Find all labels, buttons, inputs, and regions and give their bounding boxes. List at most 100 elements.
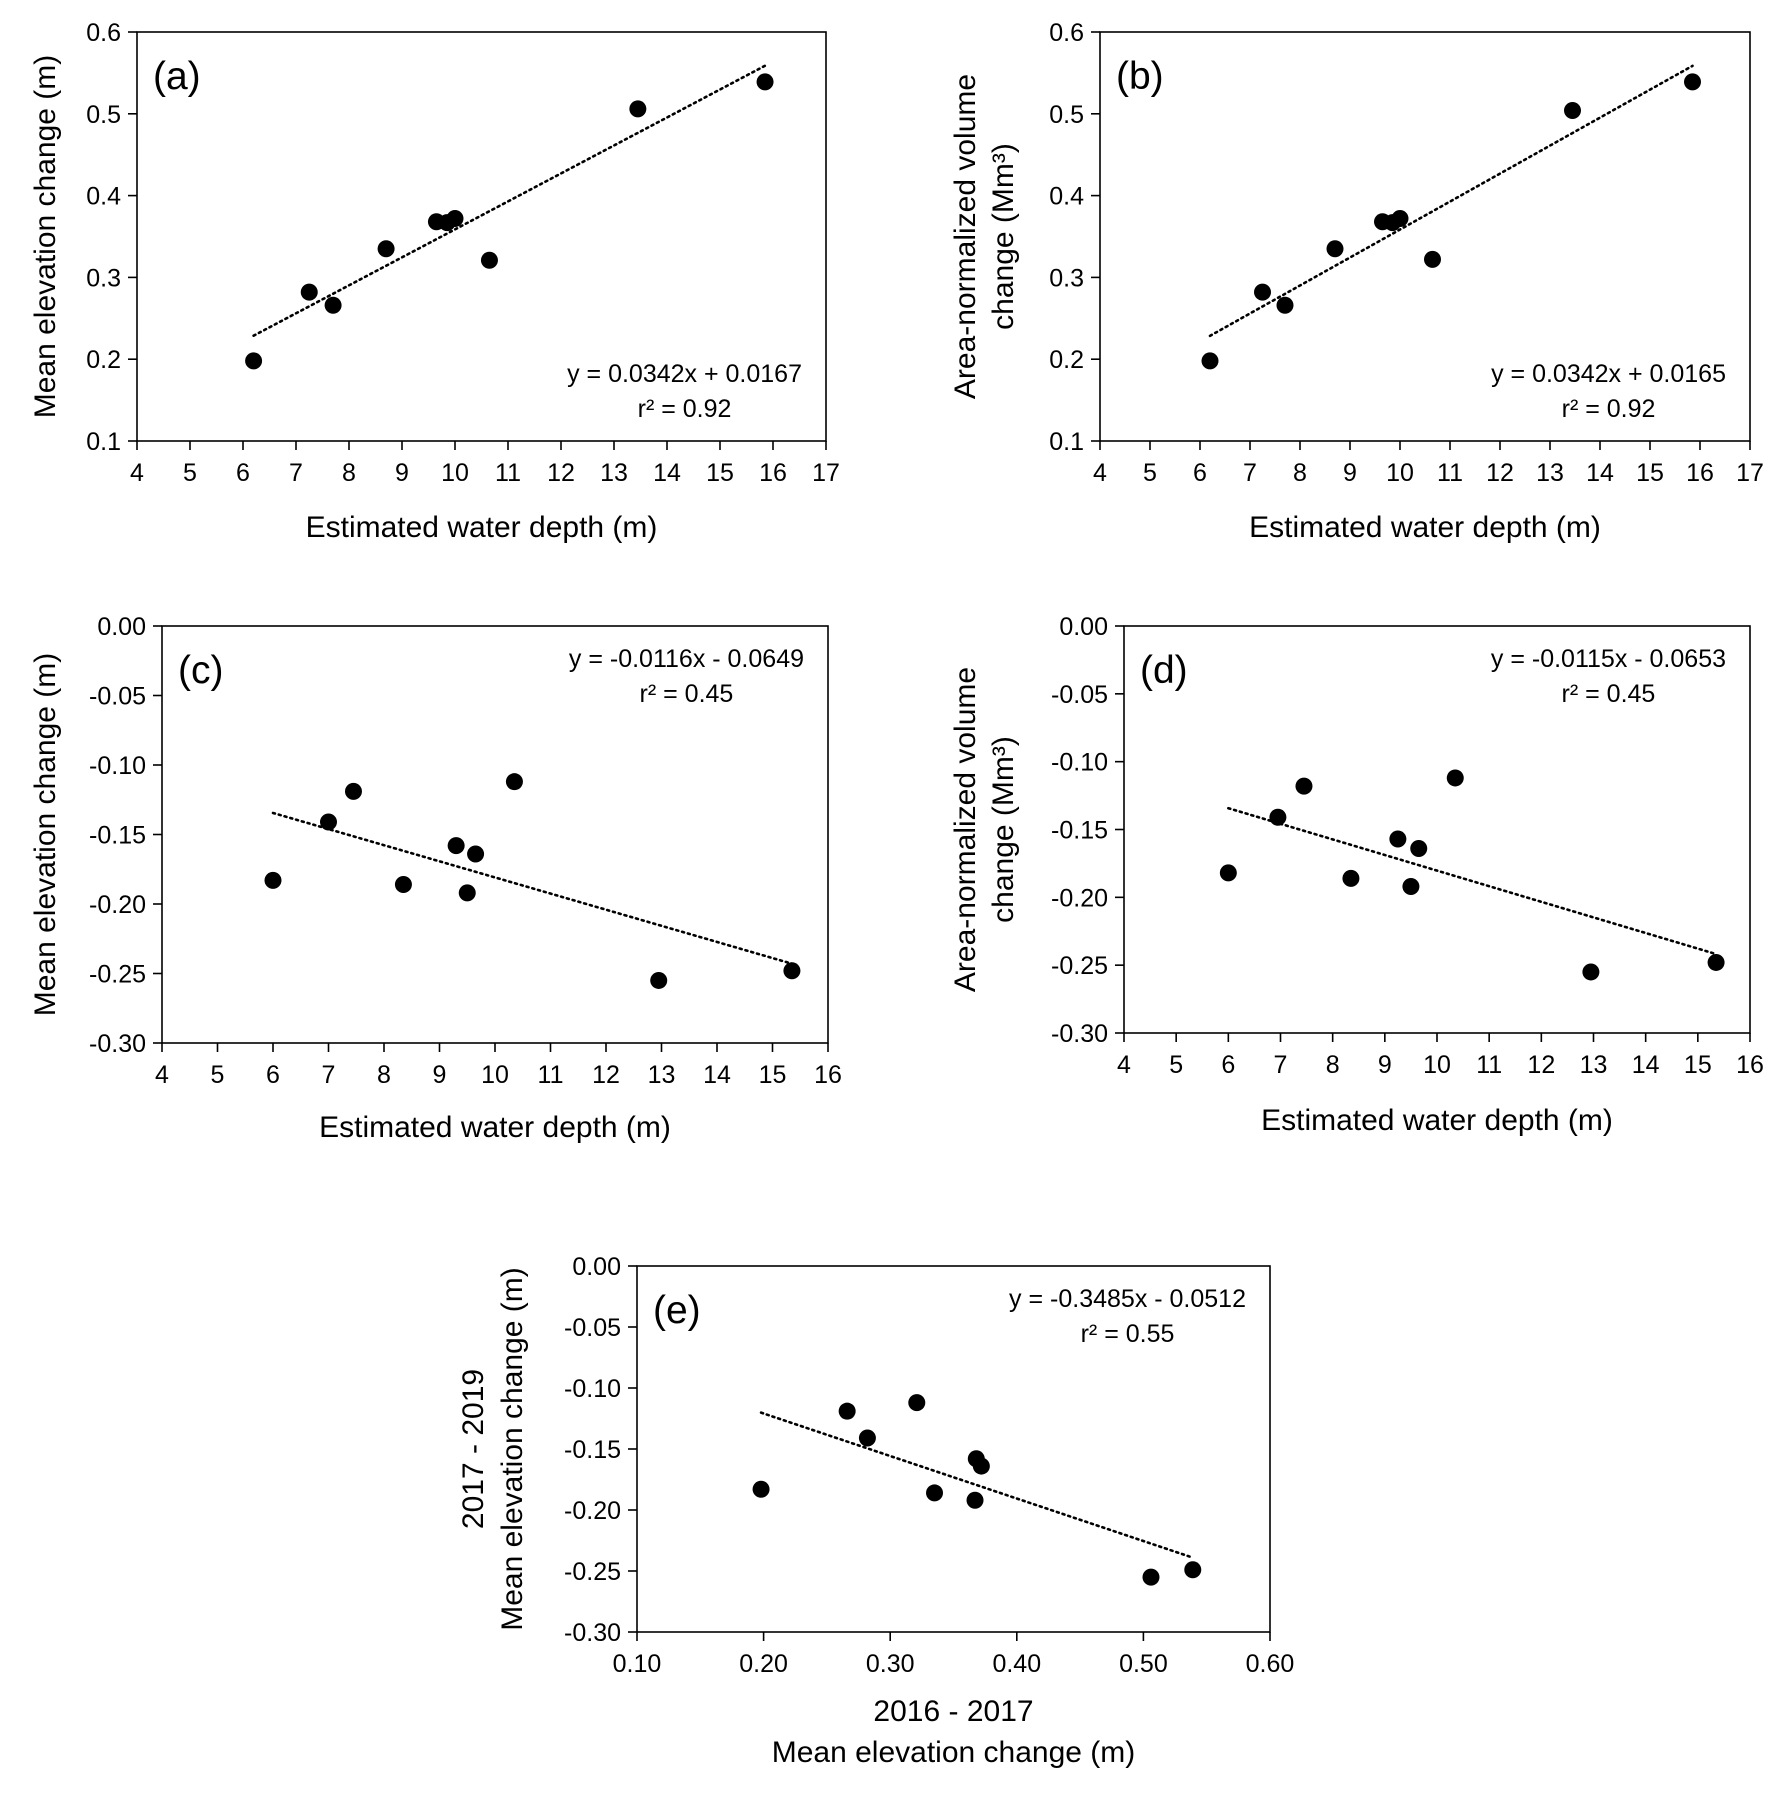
- plot-frame: [636, 1265, 1271, 1633]
- y-tick-label: -0.05: [564, 1314, 621, 1342]
- x-tick-label: 8: [1326, 1051, 1340, 1079]
- y-tick-label: -0.25: [1051, 952, 1108, 980]
- x-tick-label: 14: [653, 459, 681, 487]
- data-point: [966, 1491, 984, 1509]
- data-point: [1684, 73, 1701, 91]
- x-tick-label: 10: [1386, 459, 1414, 487]
- data-point: [908, 1394, 926, 1412]
- data-point: [756, 73, 774, 91]
- x-tick-label: 4: [155, 1061, 169, 1089]
- y-tick-label: 0.1: [86, 428, 121, 456]
- x-tick-label: 9: [1378, 1051, 1392, 1079]
- y-tick-label: 0.6: [86, 19, 121, 47]
- y-tick-label: 0.00: [1059, 613, 1108, 641]
- y-axis-label: Mean elevation change (m): [496, 1267, 529, 1631]
- data-point: [1201, 352, 1219, 370]
- x-tick-label: 14: [1632, 1051, 1660, 1079]
- r-squared: r² = 0.92: [1562, 395, 1656, 423]
- data-point: [1582, 963, 1600, 981]
- y-tick-label: -0.30: [89, 1030, 146, 1058]
- x-tick-label: 16: [1736, 1051, 1764, 1079]
- y-tick-label: -0.20: [564, 1497, 621, 1525]
- x-tick-label: 9: [433, 1061, 447, 1089]
- y-tick-label: 0.3: [86, 264, 121, 292]
- chart-panel-a: 4 5 6 7 8 9 10 11 12 13 14 15 16 17 0.1 0.2 0.3 0.4 0.5 0.6…: [29, 19, 840, 544]
- x-tick-label: 14: [703, 1061, 731, 1089]
- y-tick-label: -0.10: [564, 1375, 621, 1403]
- x-tick-label: 7: [289, 459, 303, 487]
- x-tick-label: 16: [1686, 459, 1714, 487]
- r-squared: r² = 0.45: [640, 680, 734, 708]
- data-point: [458, 884, 476, 902]
- x-tick-label: 0.60: [1246, 1650, 1295, 1678]
- y-axis-label: change (Mm³): [987, 143, 1020, 330]
- data-point: [1254, 283, 1271, 301]
- data-point: [838, 1402, 856, 1420]
- r-squared: r² = 0.92: [638, 395, 732, 423]
- x-tick-label: 7: [322, 1061, 336, 1089]
- data-point: [344, 782, 362, 800]
- data-point: [377, 240, 395, 258]
- data-point: [1219, 864, 1237, 882]
- data-point: [1276, 296, 1294, 314]
- x-tick-label: 0.10: [613, 1650, 662, 1678]
- x-tick-label: 12: [1486, 459, 1514, 487]
- data-point: [972, 1457, 990, 1475]
- regression-equation: y = 0.0342x + 0.0165: [1491, 360, 1726, 388]
- y-axis-label: Area-normalized volume: [949, 667, 982, 992]
- x-tick-label: 11: [495, 459, 521, 487]
- y-tick-label: -0.20: [1051, 884, 1108, 912]
- data-point: [1391, 210, 1409, 228]
- panel-label: (d): [1140, 649, 1188, 692]
- data-point: [245, 352, 263, 370]
- x-tick-label: 12: [592, 1061, 620, 1089]
- x-tick-label: 6: [236, 459, 250, 487]
- regression-equation: y = -0.3485x - 0.0512: [1009, 1285, 1246, 1313]
- regression-equation: y = -0.0115x - 0.0653: [1491, 645, 1726, 673]
- x-tick-label: 11: [1476, 1051, 1502, 1079]
- r-squared: r² = 0.45: [1562, 680, 1656, 708]
- x-tick-label: 5: [183, 459, 197, 487]
- data-point: [1402, 877, 1420, 895]
- x-axis-label: Estimated water depth (m): [1249, 511, 1601, 544]
- x-tick-label: 15: [706, 459, 734, 487]
- x-tick-label: 0.50: [1119, 1650, 1168, 1678]
- regression-equation: y = 0.0342x + 0.0167: [567, 360, 802, 388]
- data-point: [1269, 808, 1287, 826]
- data-point: [858, 1429, 876, 1447]
- y-tick-label: 0.6: [1049, 19, 1084, 47]
- y-axis-label: Mean elevation change (m): [29, 653, 62, 1017]
- x-axis-label: Estimated water depth (m): [306, 511, 658, 544]
- y-tick-label: -0.10: [1051, 749, 1108, 777]
- x-tick-label: 0.40: [992, 1650, 1041, 1678]
- data-point: [926, 1484, 944, 1502]
- y-tick-label: -0.10: [89, 752, 146, 780]
- data-point: [480, 251, 498, 269]
- x-tick-label: 9: [1343, 459, 1357, 487]
- x-tick-label: 4: [130, 459, 144, 487]
- y-tick-label: -0.25: [564, 1558, 621, 1586]
- data-point: [1295, 777, 1313, 795]
- trendline: [1227, 806, 1718, 956]
- x-tick-label: 16: [759, 459, 787, 487]
- panel-label: (e): [653, 1289, 701, 1332]
- data-point: [1142, 1568, 1160, 1586]
- r-squared: r² = 0.55: [1081, 1320, 1175, 1348]
- x-tick-label: 9: [395, 459, 409, 487]
- y-tick-label: -0.05: [89, 683, 146, 711]
- y-tick-label: -0.15: [564, 1436, 621, 1464]
- data-point: [1326, 240, 1344, 258]
- y-tick-label: 0.00: [572, 1253, 621, 1281]
- data-point: [324, 296, 342, 314]
- data-point: [1342, 869, 1360, 887]
- y-axis-label: Mean elevation change (m): [29, 55, 62, 419]
- x-tick-label: 5: [1143, 459, 1157, 487]
- x-axis-label: Estimated water depth (m): [1261, 1104, 1613, 1137]
- data-point: [1707, 953, 1725, 971]
- y-tick-label: 0.2: [1049, 346, 1084, 374]
- x-tick-label: 5: [211, 1061, 225, 1089]
- x-tick-label: 4: [1117, 1051, 1131, 1079]
- y-tick-label: 0.2: [86, 346, 121, 374]
- data-point: [394, 876, 412, 894]
- data-point: [447, 837, 465, 855]
